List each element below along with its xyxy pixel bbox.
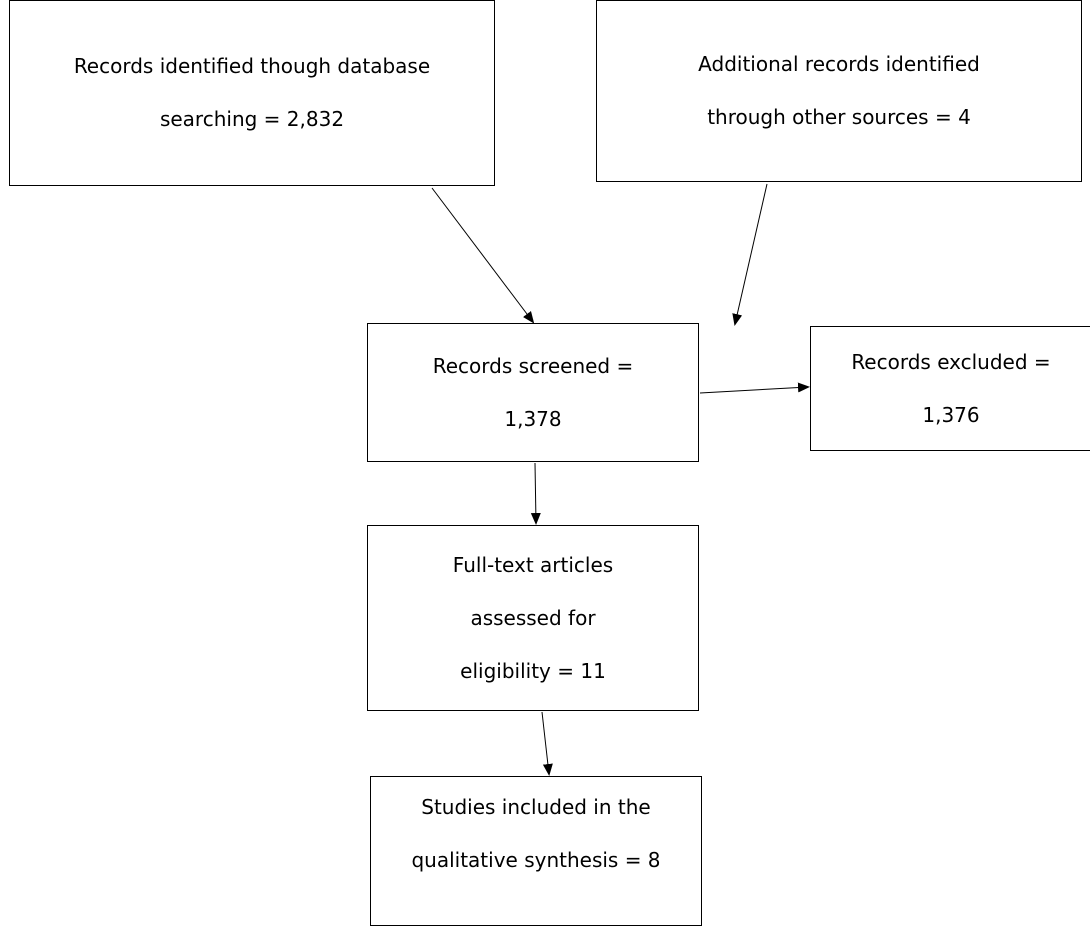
arrow-fulltext-to-included	[541, 711, 553, 776]
fulltext-assessed-box: Full-text articles assessed for eligibil…	[367, 525, 699, 711]
additional-records-box: Additional records identified through ot…	[596, 0, 1082, 182]
studies-included-line2: qualitative synthesis = 8	[411, 848, 661, 872]
arrow-database-to-screened	[431, 187, 535, 324]
records-screened-line2: 1,378	[504, 406, 562, 431]
records-identified-database-line2: searching = 2,832	[159, 107, 345, 131]
arrow-screened-to-fulltext	[530, 462, 541, 525]
records-excluded-line2: 1,376	[922, 402, 980, 427]
arrow-screened-to-excluded	[699, 382, 810, 394]
arrow-other-to-screened	[732, 183, 768, 326]
records-identified-database-box: Records identified though database searc…	[9, 0, 495, 186]
records-identified-database-line1: Records identified though database	[73, 54, 431, 78]
additional-records-line2: through other sources = 4	[707, 105, 971, 129]
fulltext-assessed-line2: assessed for	[470, 605, 596, 630]
fulltext-assessed-line3: eligibility = 11	[460, 658, 606, 683]
records-excluded-box: Records excluded = 1,376	[810, 326, 1090, 451]
additional-records-line1: Additional records identified	[698, 52, 980, 76]
records-screened-line1: Records screened =	[432, 353, 634, 378]
fulltext-assessed-line1: Full-text articles	[452, 552, 614, 577]
studies-included-line1: Studies included in the	[421, 795, 651, 819]
records-excluded-line1: Records excluded =	[851, 349, 1051, 374]
records-screened-box: Records screened = 1,378	[367, 323, 699, 462]
studies-included-box: Studies included in the qualitative synt…	[370, 776, 702, 926]
